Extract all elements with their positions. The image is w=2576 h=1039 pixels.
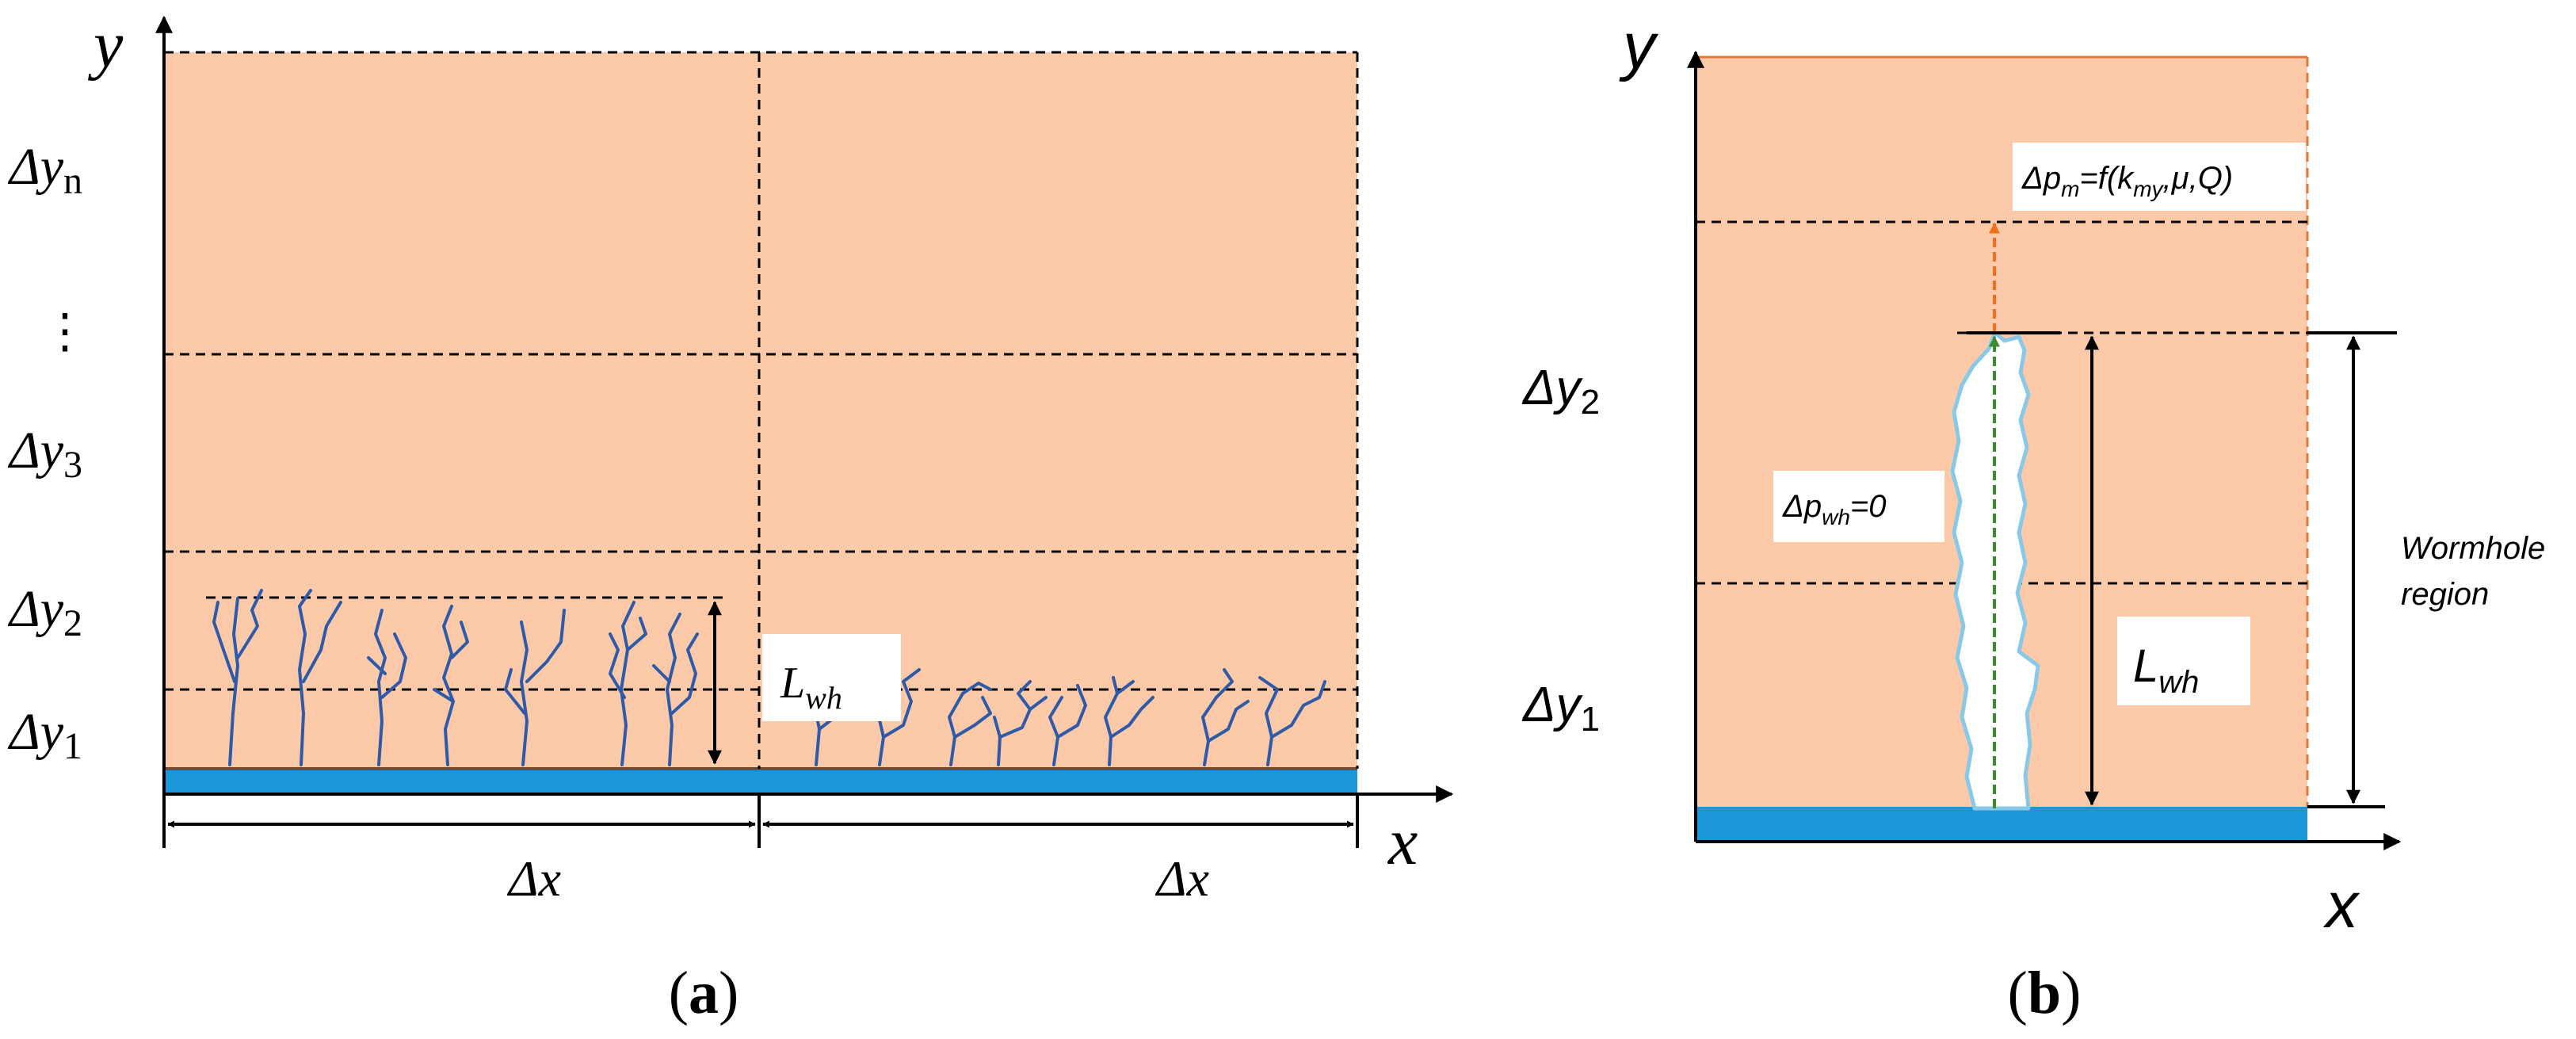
panel-b-region-label: Wormhole region [2401,531,2545,612]
panel-a-fracture-face [164,769,1357,794]
panel-b-pressure-wormhole-box [1773,471,1944,542]
panel-a-dx-left-label: Δx [506,850,561,907]
panel-a-rock-domain [164,52,1357,769]
panel-a-layer-label-dyn: Δyn [7,138,82,202]
panel-a: Lwh y x Δx Δx Δyn ⋮ Δy3 Δy2 Δy1 (a) [7,8,1454,1026]
panel-a-layer-label-dy2: Δy2 [7,580,82,644]
panel-a-length-label-box [762,634,901,721]
panel-b: Δpm=f(kmy,μ,Q) Δpwh=0 Lwh Wormhole region… [1521,10,2545,1026]
panel-a-caption: (a) [669,960,739,1026]
panel-b-fracture-face [1696,807,2307,842]
panel-b-length-label: Lwh [2133,640,2199,700]
panel-b-pressure-wormhole-label: Δpwh=0 [1782,489,1887,529]
panel-a-dx-right-label: Δx [1154,850,1209,907]
panel-b-pressure-matrix-label: Δpm=f(kmy,μ,Q) [2021,161,2233,201]
panel-a-length-label: Lwh [780,659,842,716]
panel-b-length-label-box [2117,617,2250,705]
panel-b-pressure-matrix-box [2013,143,2306,211]
panel-b-layer-label-dy2: Δy2 [1521,361,1600,422]
panel-a-layer-ellipsis: ⋮ [41,305,89,357]
panel-b-wormhole-region-dimension [2307,331,2397,808]
panel-b-caption: (b) [2008,960,2082,1026]
panel-b-wormhole-length-dimension [1967,331,2099,806]
panel-b-y-axis-label: y [1619,10,1659,82]
panel-a-layer-label-dy1: Δy1 [7,703,82,767]
panel-a-wormholes [212,589,1326,766]
panel-a-layer-lines [164,51,1359,769]
panel-a-layer-label-dy3: Δy3 [7,422,82,486]
panel-a-dx-dimension [162,794,1359,848]
panel-a-y-axis-label: y [87,8,124,82]
panel-b-layer-label-dy1: Δy1 [1521,678,1600,739]
panel-a-x-axis-label: x [1387,805,1418,879]
panel-b-x-axis-label: x [2322,869,2360,942]
